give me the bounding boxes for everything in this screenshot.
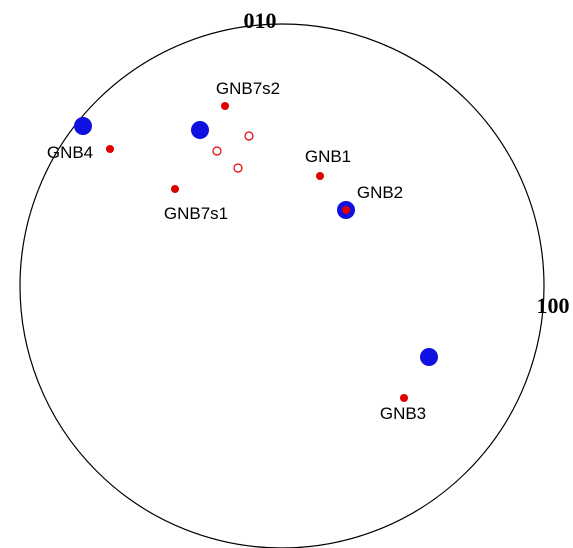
- point-label-gnb7s1: GNB7s1: [164, 204, 228, 223]
- red-marker-gnb7s1: [171, 185, 179, 193]
- axis-label-right: 100: [537, 293, 570, 318]
- red-marker-gnb7s2: [221, 102, 229, 110]
- blue-marker: [420, 348, 438, 366]
- axis-label-top: 010: [244, 8, 277, 33]
- blue-marker: [191, 121, 209, 139]
- open-red-marker: [244, 131, 254, 141]
- blue-marker: [74, 117, 92, 135]
- point-label-gnb2: GNB2: [357, 183, 403, 202]
- red-marker-gnb3: [400, 394, 408, 402]
- point-label-gnb7s2: GNB7s2: [216, 79, 280, 98]
- red-marker-gnb1: [316, 172, 324, 180]
- open-red-marker: [233, 163, 243, 173]
- red-marker-gnb4: [106, 145, 114, 153]
- point-label-gnb4: GNB4: [47, 143, 93, 162]
- open-red-marker: [212, 146, 222, 156]
- primitive-circle: [19, 23, 545, 548]
- red-marker-gnb2: [342, 206, 350, 214]
- point-label-gnb3: GNB3: [380, 404, 426, 423]
- point-label-gnb1: GNB1: [305, 147, 351, 166]
